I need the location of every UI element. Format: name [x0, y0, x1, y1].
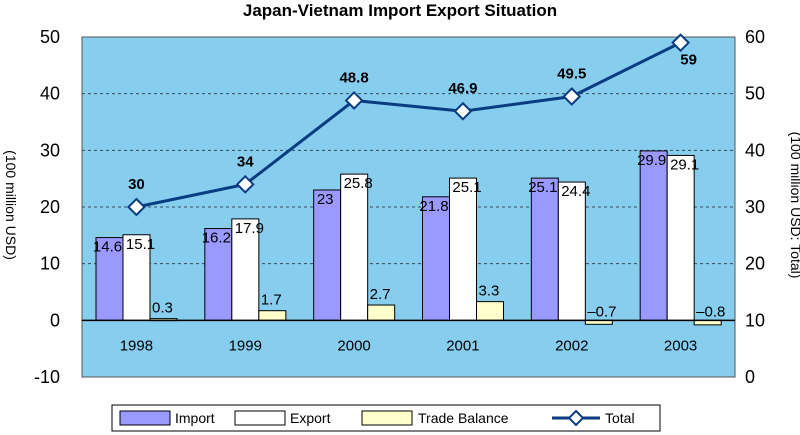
- total-label-2001: 46.9: [448, 80, 477, 97]
- x-tick-label: 2002: [555, 337, 588, 354]
- data-label-trade-balance: –0.8: [696, 303, 725, 320]
- total-marker-1999: [235, 174, 255, 194]
- x-tick-label: 1999: [229, 337, 262, 354]
- legend: Import Export Trade Balance Total: [111, 404, 661, 432]
- legend-label: Trade Balance: [418, 410, 509, 426]
- data-label-trade-balance: 2.7: [370, 286, 391, 303]
- data-label-trade-balance: 1.7: [261, 292, 282, 309]
- left-tick-label: 10: [40, 254, 60, 274]
- left-tick-label: 40: [40, 84, 60, 104]
- left-tick-label: 30: [40, 140, 60, 160]
- total-marker-1998: [127, 197, 146, 217]
- bar-export-2000: [340, 173, 369, 321]
- total-marker-2002: [562, 87, 582, 106]
- data-label-export: 29.1: [670, 156, 699, 173]
- right-tick-label: 0: [745, 367, 755, 387]
- bar-import-2002: [530, 177, 559, 321]
- x-tick-label: 1998: [120, 337, 153, 354]
- legend-swatch-export: [234, 410, 286, 426]
- x-axis-ticks: 1998 1999 2000 2001 2002 2003: [120, 337, 698, 354]
- data-label-import: 16.2: [202, 230, 231, 247]
- chart-title: Japan-Vietnam Import Export Situation: [243, 1, 557, 20]
- bar-export-1999: [231, 218, 260, 321]
- data-label-trade-balance: 0.3: [152, 300, 173, 317]
- data-label-export: 24.4: [561, 183, 590, 200]
- right-tick-label: 50: [745, 84, 765, 104]
- right-tick-label: 60: [745, 27, 765, 47]
- right-axis-title: (100 million USD: Total): [788, 132, 800, 279]
- left-tick-label: -10: [34, 367, 60, 387]
- total-label-2000: 48.8: [339, 69, 368, 86]
- right-tick-label: 10: [745, 310, 765, 330]
- total-label-2002: 49.5: [557, 66, 586, 83]
- data-label-import: 21.8: [419, 198, 448, 215]
- data-label-import: 23: [317, 191, 334, 208]
- bar-export-1998: [122, 234, 151, 321]
- bar-trade-balance-2001: [476, 301, 504, 321]
- left-tick-label: 0: [50, 310, 60, 330]
- data-label-export: 17.9: [235, 220, 264, 237]
- left-tick-label: 20: [40, 197, 60, 217]
- legend-label: Total: [605, 410, 635, 426]
- legend-swatch-total-marker: [567, 409, 585, 427]
- total-label-2003: 59: [680, 52, 697, 69]
- bar-import-1999: [204, 228, 233, 321]
- left-axis-title: (100 million USD): [3, 150, 19, 260]
- total-line: [127, 33, 690, 217]
- right-axis-ticks: 0 10 20 30 40 50 60: [745, 27, 765, 387]
- bar-import-2001: [422, 196, 450, 321]
- legend-label: Import: [175, 410, 215, 426]
- data-label-export: 15.1: [126, 236, 155, 253]
- data-label-import: 29.9: [637, 152, 666, 169]
- total-marker-2000: [344, 91, 364, 110]
- x-tick-label: 2001: [446, 337, 479, 354]
- right-tick-label: 40: [745, 140, 765, 160]
- grid: [82, 93, 735, 265]
- legend-swatch-trade-balance: [361, 410, 413, 426]
- total-label-1999: 34: [237, 153, 254, 170]
- left-axis-ticks: -10 0 10 20 30 40 50: [34, 27, 60, 387]
- bar-trade-balance-2000: [367, 304, 396, 321]
- left-tick-label: 50: [40, 27, 60, 47]
- total-marker-2001: [453, 101, 473, 121]
- bar-export-2002: [557, 181, 586, 321]
- bar-trade-balance-1999: [258, 310, 287, 321]
- data-label-export: 25.8: [344, 175, 373, 192]
- x-tick-label: 2003: [664, 337, 697, 354]
- right-tick-label: 30: [745, 197, 765, 217]
- total-label-1998: 30: [128, 176, 145, 193]
- data-label-export: 25.1: [452, 179, 481, 196]
- data-label-import: 25.1: [528, 179, 557, 196]
- data-label-trade-balance: –0.7: [587, 303, 616, 320]
- bars: [95, 150, 722, 326]
- bar-import-2003: [639, 150, 668, 321]
- bar-export-2001: [449, 177, 477, 321]
- legend-label: Export: [290, 410, 331, 426]
- total-marker-2003: [671, 33, 690, 53]
- legend-swatch-import: [119, 410, 171, 426]
- data-label-import: 14.6: [93, 239, 122, 256]
- data-label-trade-balance: 3.3: [479, 283, 500, 300]
- data-labels: 14.616.223 21.825.129.915.117.925.8 25.1 24…: [93, 52, 725, 321]
- bar-export-2003: [666, 154, 695, 321]
- right-tick-label: 20: [745, 254, 765, 274]
- bar-import-2000: [313, 189, 342, 321]
- x-tick-label: 2000: [337, 337, 370, 354]
- total-polyline: [136, 41, 682, 209]
